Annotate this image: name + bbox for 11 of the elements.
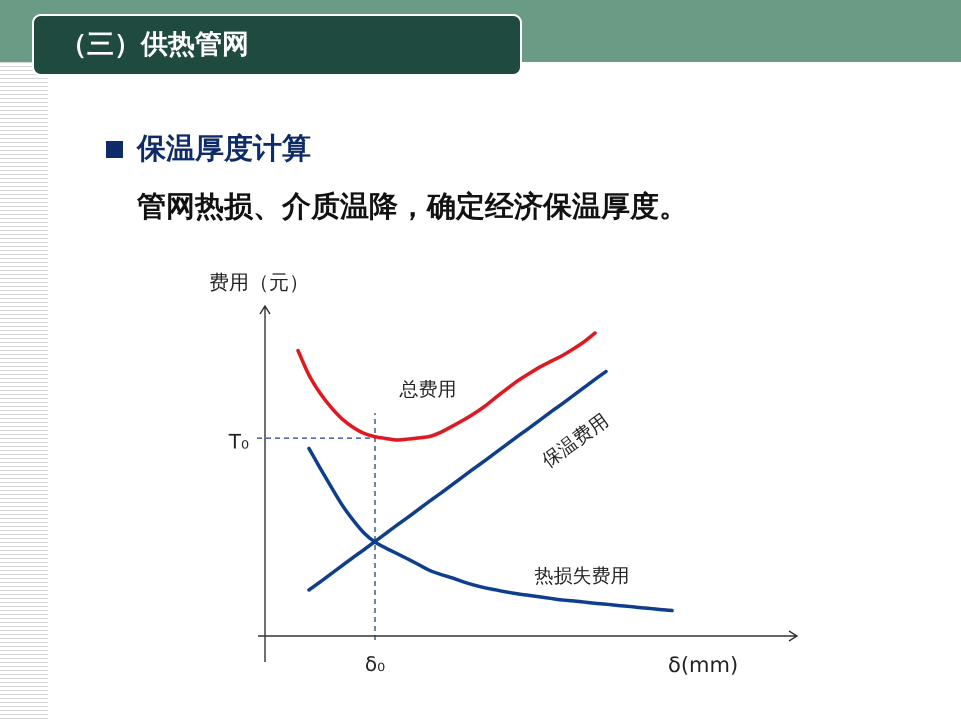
chart-title: （三）供热管网 — [60, 29, 249, 61]
y-axis-title: 费用（元） — [209, 269, 309, 295]
title-box: （三）供热管网 — [32, 14, 522, 76]
text: 保温费用 — [538, 410, 613, 472]
text: 管网热损、介质温降，确定经济保温厚度。 — [137, 188, 688, 224]
text: δ₀ — [364, 652, 386, 676]
series-label: 总费用 — [398, 378, 456, 400]
x-axis-title: δ(mm) — [668, 652, 738, 678]
ref-line-label: T₀ — [228, 429, 249, 454]
series-label: 热损失费用 — [534, 565, 630, 588]
chart-subtitle: 保温厚度计算 — [137, 130, 311, 166]
